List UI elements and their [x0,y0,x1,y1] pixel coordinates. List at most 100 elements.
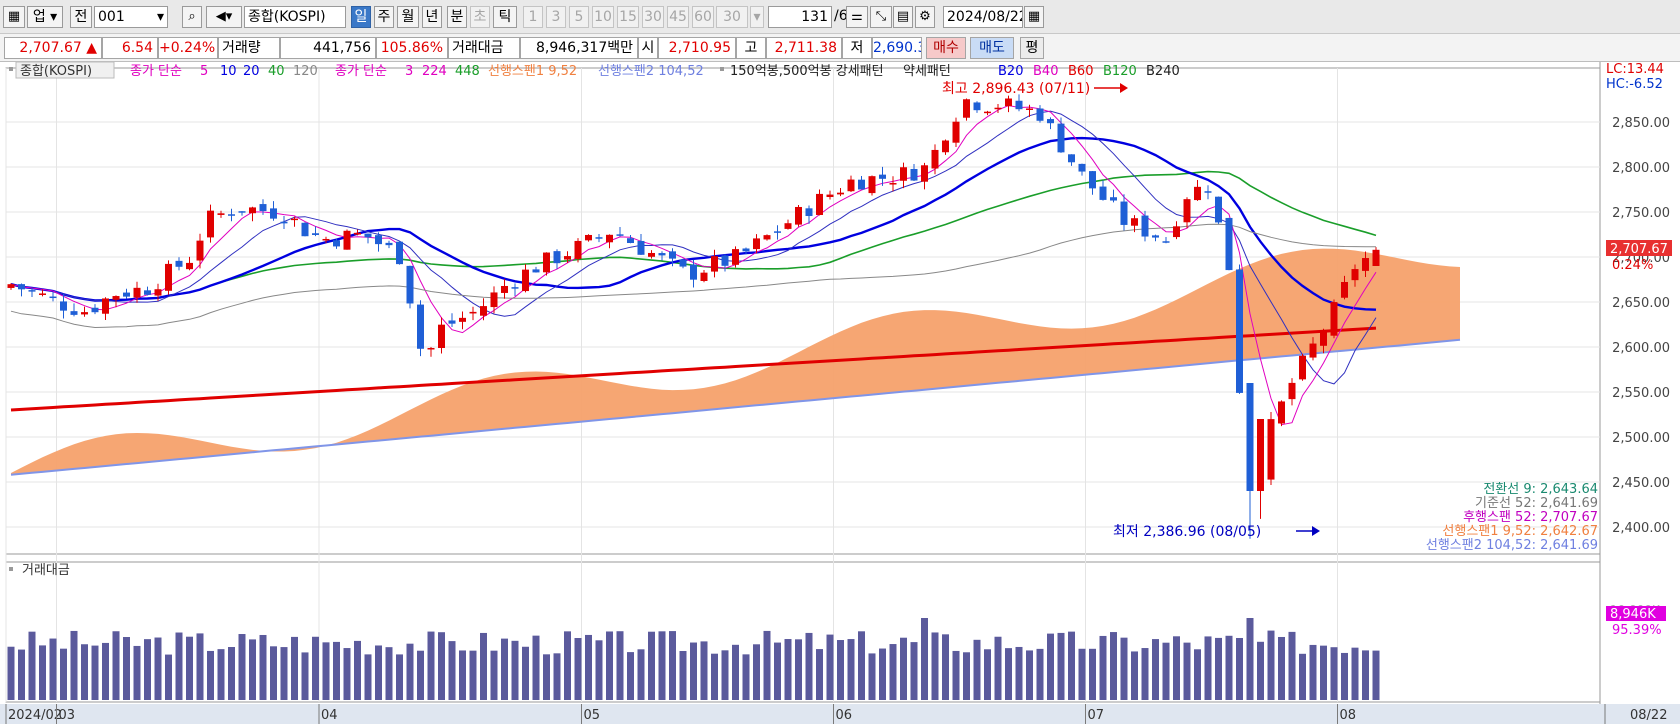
interval-input[interactable]: 30 [716,6,748,28]
interval-10[interactable]: 10 [592,6,614,28]
legend-name-box[interactable] [15,61,115,79]
volume-bar [28,631,36,700]
volume-bar [1351,647,1359,700]
volume-bar [385,647,393,700]
candle-body [333,240,340,247]
interval-3[interactable]: 3 [546,6,566,28]
interval-60[interactable]: 60 [692,6,714,28]
volume-bar [543,654,550,700]
candle-body [1026,108,1033,110]
calendar-icon[interactable]: ▦ [1024,6,1044,28]
volume-bar [154,637,162,700]
candle-body [301,222,309,237]
candle-body [438,324,445,349]
volume-bar [889,644,897,700]
candle-body [427,347,435,350]
toolbar: ▦ 업 ▾ 전 001 ▾ ⌕ ◀▾ 종합(KOSPI) 일 주 월 년 분 초 … [0,0,1680,34]
ma10-line [10,110,1377,385]
volume-bar [763,630,771,700]
x-tick-label: 03 [59,708,76,723]
code-input[interactable]: 001 ▾ [94,6,168,28]
volume-bar [721,650,729,700]
volume-bar [879,648,886,700]
period-tick[interactable]: 틱 [493,6,517,28]
candle-body [816,193,823,215]
y-tick-label: 2,450.00 [1612,476,1670,491]
date-input[interactable]: 2024/08/22 [943,6,1023,28]
volume-bar [354,640,361,700]
candle-body [931,149,939,169]
interval-30[interactable]: 30 [642,6,664,28]
candle-body [406,265,414,304]
gear-icon[interactable]: ⚙ [915,6,935,28]
candle-body [259,204,267,212]
volume-bar [196,633,204,700]
volume-bar [301,652,309,700]
line-tool-icon[interactable]: ⤡ [870,6,892,28]
period-day[interactable]: 일 [351,6,371,28]
volume-bar [942,634,949,700]
volume-bar [312,636,319,700]
volume-marker [9,567,13,571]
sound-icon[interactable]: ◀▾ [206,6,242,28]
legend-ma5: 5 [200,64,208,79]
candle-body [942,140,949,153]
layout-icon[interactable]: ▦ [3,6,25,28]
stock-name-field[interactable]: 종합(KOSPI) [244,6,346,28]
ma120-line [10,326,1377,412]
candle-body [1089,171,1096,189]
volume-bar [1194,649,1201,700]
volume-bar [1047,633,1054,700]
volume-value: 441,756 [280,37,376,59]
candle-body [742,248,750,252]
quote-bar: 2,707.67 ▲ 6.54 +0.24% 거래량 441,756 105.8… [0,34,1680,62]
volume-bar [606,631,613,700]
volume-bar [249,639,256,700]
volume-bar [165,654,172,700]
volume-bar [931,632,939,700]
volume-bar [690,642,697,700]
amount-label: 거래대금 [448,37,520,59]
count-input[interactable]: 131 [768,6,832,28]
avg-button[interactable]: 평 [1020,37,1044,59]
candle-body [1225,217,1233,271]
interval-45[interactable]: 45 [667,6,689,28]
x-axis-band [0,704,1680,724]
candle-body [1372,249,1380,266]
period-second[interactable]: 초 [470,6,490,28]
period-minute[interactable]: 분 [447,6,467,28]
candle-body [417,304,424,349]
search-icon[interactable]: ⌕ [182,6,202,28]
period-year[interactable]: 년 [422,6,442,28]
last-pct: 0.24% [1612,258,1653,273]
y-tick-label: 2,550.00 [1612,386,1670,401]
period-month[interactable]: 월 [397,6,419,28]
volume-bar [1225,635,1233,700]
candle-body [1267,419,1275,480]
interval-1[interactable]: 1 [523,6,543,28]
volume-bar [333,641,340,700]
interval-dropdown-icon[interactable]: ▾ [750,6,764,28]
market-select[interactable]: 업 ▾ [27,6,63,28]
legend-ma40: 40 [268,64,285,79]
prev-button[interactable]: 전 [70,6,92,28]
ichimoku-lagging: 후행스팬 52: 2,707.67 [1463,509,1598,525]
interval-15[interactable]: 15 [617,6,639,28]
candle-body [28,290,36,292]
ma20-line [10,136,1377,311]
volume-bar [501,638,508,700]
candle-body [480,306,487,316]
buy-button[interactable]: 매수 [926,37,966,59]
interval-5[interactable]: 5 [569,6,589,28]
save-icon[interactable]: ▤ [893,6,913,28]
sell-button[interactable]: 매도 [970,37,1014,59]
candle-settings-icon[interactable]: ⚌ [846,6,868,28]
chart-svg[interactable]: 종합(KOSPI) 종가 단순 5 10 20 40 120 종가 단순 3 2… [0,61,1680,724]
legend-marker [9,67,13,71]
volume-bar [1152,639,1159,700]
period-week[interactable]: 주 [374,6,394,28]
candle-body [91,307,99,313]
volume-bar [1036,648,1044,700]
candle-body [364,233,372,238]
